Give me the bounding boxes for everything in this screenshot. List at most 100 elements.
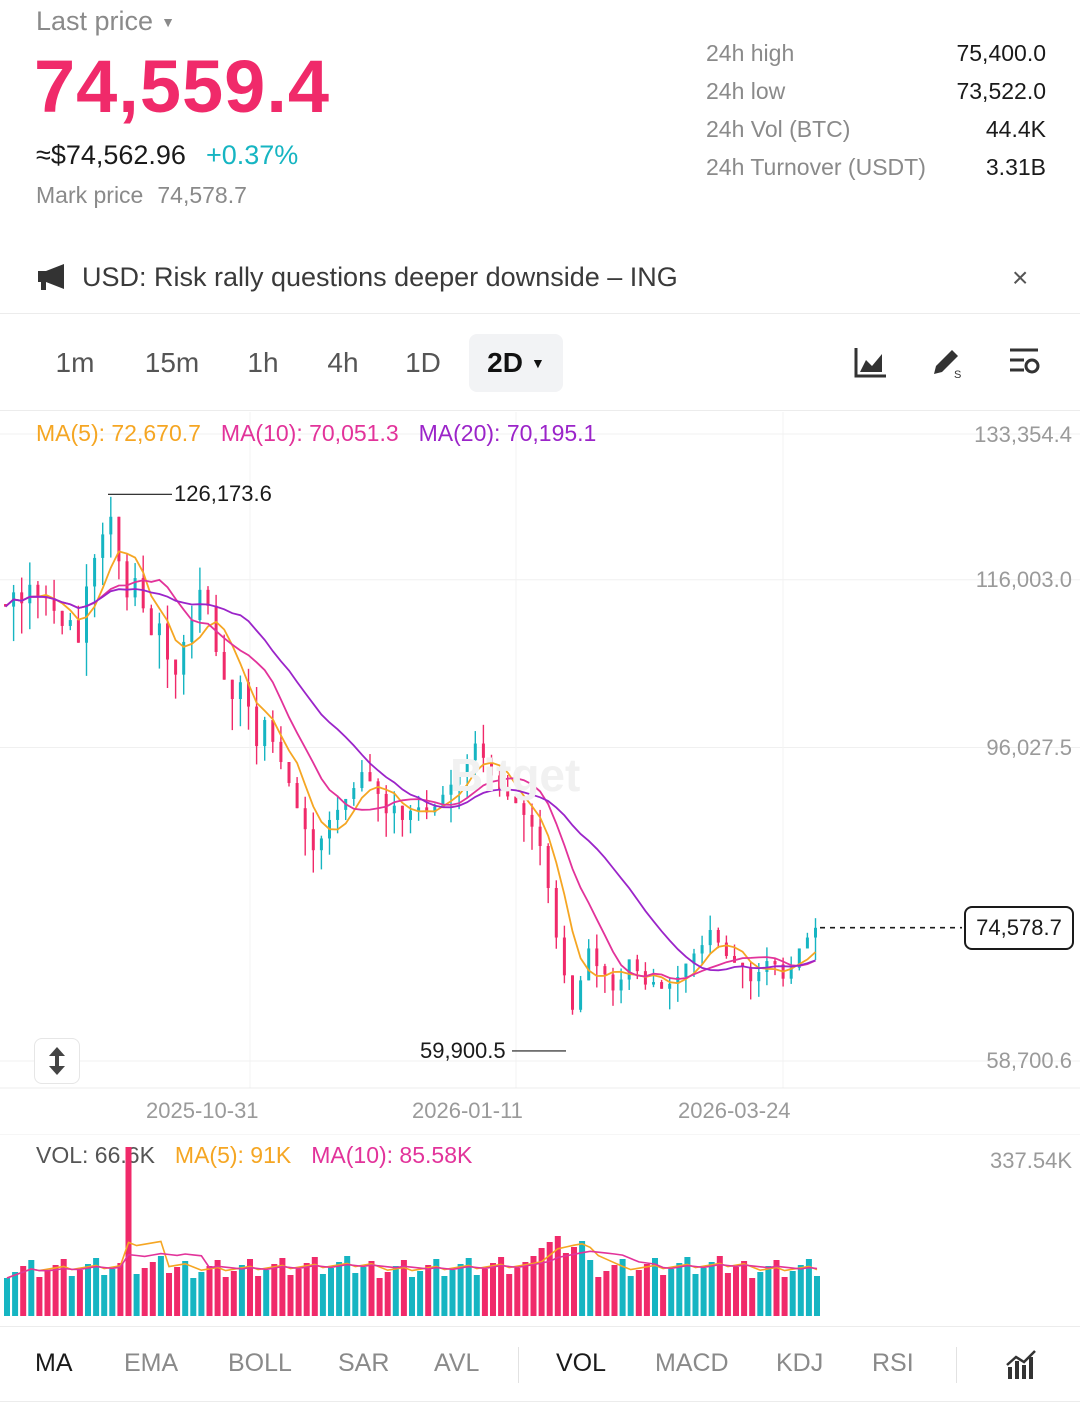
volume-bar: [749, 1278, 756, 1316]
volume-bar: [336, 1262, 343, 1316]
volume-bar: [797, 1265, 804, 1316]
scale-toggle-button[interactable]: [34, 1038, 80, 1084]
candlestick-chart[interactable]: [0, 412, 1080, 1132]
volume-bar: [814, 1276, 820, 1316]
volume-bar: [611, 1265, 618, 1316]
indicator-avl[interactable]: AVL: [434, 1349, 480, 1377]
news-headline[interactable]: USD: Risk rally questions deeper downsid…: [82, 262, 678, 292]
candle-body: [571, 975, 574, 1010]
candle-body: [579, 980, 583, 1010]
timeframe-1h[interactable]: 1h: [247, 347, 279, 378]
volume-bar: [392, 1266, 399, 1316]
candle-body: [352, 788, 356, 799]
volume-bar: [789, 1271, 796, 1316]
volume-bar: [643, 1264, 650, 1316]
last-price-selector[interactable]: Last price ▼: [36, 6, 175, 37]
divider: [518, 1347, 519, 1383]
mark-price-label: Mark price: [36, 182, 144, 208]
candle-body: [789, 967, 793, 979]
candle-body: [530, 814, 534, 827]
indicator-settings-icon[interactable]: [1004, 1347, 1038, 1381]
candle-body: [498, 775, 502, 790]
candle-body: [279, 741, 283, 763]
indicator-kdj[interactable]: KDJ: [776, 1349, 824, 1377]
ma-legend: MA(5): 72,670.7 MA(10): 70,051.3 MA(20):…: [36, 420, 596, 447]
volume-bar: [741, 1261, 748, 1316]
high-marker-label: 126,173.6: [174, 481, 272, 506]
indicator-macd[interactable]: MACD: [655, 1349, 729, 1377]
volume-bar: [230, 1271, 237, 1316]
volume-bar: [303, 1263, 310, 1316]
candle-body: [409, 810, 412, 820]
volume-bar: [449, 1270, 456, 1316]
current-price-tag[interactable]: 74,578.7: [964, 906, 1074, 950]
volume-bar: [344, 1256, 351, 1316]
chart-type-icon[interactable]: [852, 344, 888, 380]
candle-body: [595, 948, 599, 967]
volume-bar: [781, 1277, 788, 1316]
candle-body: [425, 807, 429, 813]
stat-row-24h-low: 24h low 73,522.0: [706, 72, 1046, 110]
volume-bar: [765, 1266, 772, 1316]
candle-body: [692, 953, 696, 964]
candle-body: [76, 620, 80, 643]
timeframe-1d[interactable]: 1D: [405, 347, 441, 378]
volume-ma5-line: [6, 1240, 818, 1279]
candle-body: [562, 937, 566, 976]
candle-body: [441, 794, 445, 807]
stat-value: 44.4K: [985, 115, 1046, 142]
volume-bar: [85, 1264, 91, 1316]
ma10-line: [4, 578, 816, 981]
indicator-rsi[interactable]: RSI: [872, 1349, 914, 1377]
news-banner[interactable]: USD: Risk rally questions deeper downsid…: [0, 248, 1080, 314]
chart-settings-icon[interactable]: [1006, 344, 1042, 380]
volume-bar: [117, 1263, 124, 1316]
indicator-vol[interactable]: VOL: [556, 1349, 607, 1377]
timeframe-4h[interactable]: 4h: [327, 347, 359, 378]
mark-price-value: 74,578.7: [157, 182, 247, 208]
indicator-ma[interactable]: MA: [35, 1349, 73, 1377]
timeframe-2d-dropdown[interactable]: 2D ▼: [469, 334, 563, 392]
volume-bar: [635, 1270, 642, 1316]
volume-bar: [490, 1263, 496, 1316]
candle-body: [255, 706, 259, 747]
volume-axis-max: 337.54K: [990, 1148, 1072, 1173]
candle-body: [465, 760, 469, 777]
timeframe-15m[interactable]: 15m: [144, 347, 200, 378]
candle-body: [400, 805, 404, 820]
drawing-tool-icon[interactable]: S: [928, 344, 964, 380]
volume-bar: [473, 1275, 480, 1316]
candle-body: [36, 584, 40, 597]
volume-bar: [571, 1247, 577, 1316]
last-price-value: 74,559.4: [34, 45, 331, 128]
volume-bar: [20, 1266, 27, 1316]
volume-bar: [595, 1277, 602, 1316]
candle-body: [222, 651, 226, 680]
volume-bar: [700, 1268, 707, 1316]
candle-body: [603, 966, 607, 975]
candle-body: [417, 807, 421, 811]
indicator-boll[interactable]: BOLL: [228, 1349, 292, 1377]
close-icon[interactable]: ×: [1012, 262, 1029, 293]
volume-bar: [465, 1258, 472, 1316]
indicator-sar[interactable]: SAR: [338, 1349, 390, 1377]
candle-body: [741, 962, 745, 967]
stat-row-24h-turnover: 24h Turnover (USDT) 3.31B: [706, 148, 1046, 186]
indicator-ema[interactable]: EMA: [124, 1349, 179, 1377]
timeframe-1m[interactable]: 1m: [55, 347, 95, 378]
volume-bar: [425, 1265, 432, 1316]
candle-body: [384, 793, 388, 814]
volume-bar: [247, 1259, 253, 1316]
candle-body: [214, 605, 218, 652]
volume-bar: [271, 1264, 278, 1316]
stat-label: 24h low: [706, 77, 786, 104]
volume-bar: [222, 1277, 229, 1316]
volume-bar: [68, 1276, 75, 1316]
candle-body: [805, 937, 809, 949]
volume-chart[interactable]: [0, 1134, 1080, 1324]
timeframe-bar: 1m 15m 1h 4h 1D 2D ▼ S: [0, 316, 1080, 411]
candle-body: [490, 757, 493, 776]
candle-body: [93, 557, 97, 587]
volume-bar: [441, 1276, 448, 1316]
volume-bar: [773, 1260, 780, 1316]
